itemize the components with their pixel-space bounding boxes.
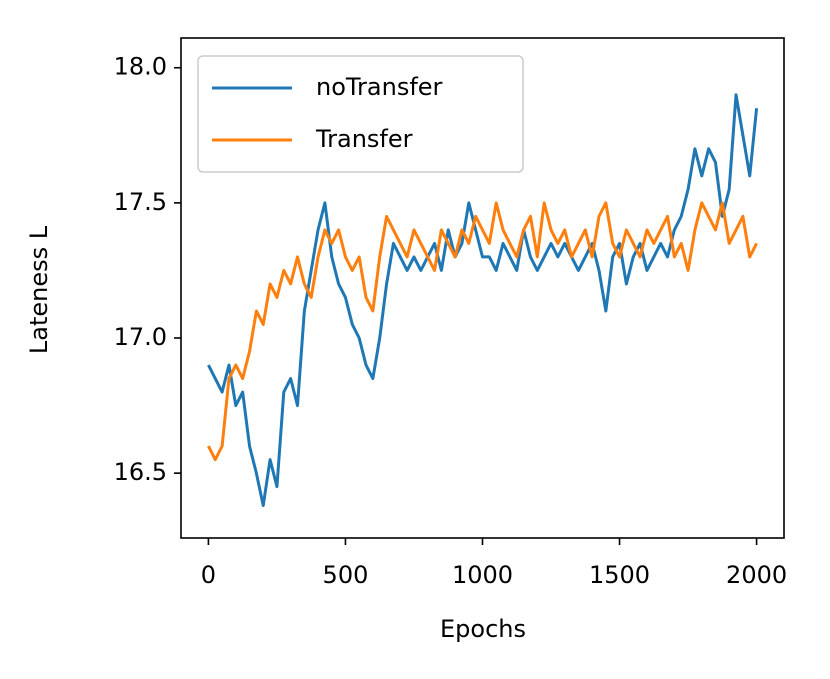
- x-tick-label: 0: [201, 561, 216, 589]
- y-axis-label: Lateness L: [25, 225, 53, 354]
- x-tick-label: 1500: [589, 561, 650, 589]
- x-axis-label: Epochs: [440, 615, 526, 643]
- data-line: [207, 201, 758, 462]
- x-tick-label: 500: [323, 561, 369, 589]
- x-tick-label: 2000: [726, 561, 787, 589]
- y-tick-label: 17.0: [114, 323, 167, 351]
- legend-box: [197, 55, 524, 173]
- y-tick-label: 17.5: [114, 188, 167, 216]
- legend-label: Transfer: [315, 125, 413, 153]
- data-line: [207, 93, 759, 508]
- y-tick-label: 18.0: [114, 53, 167, 81]
- x-tick-label: 1000: [452, 561, 513, 589]
- y-tick-label: 16.5: [114, 458, 167, 486]
- legend-label: noTransfer: [316, 73, 443, 101]
